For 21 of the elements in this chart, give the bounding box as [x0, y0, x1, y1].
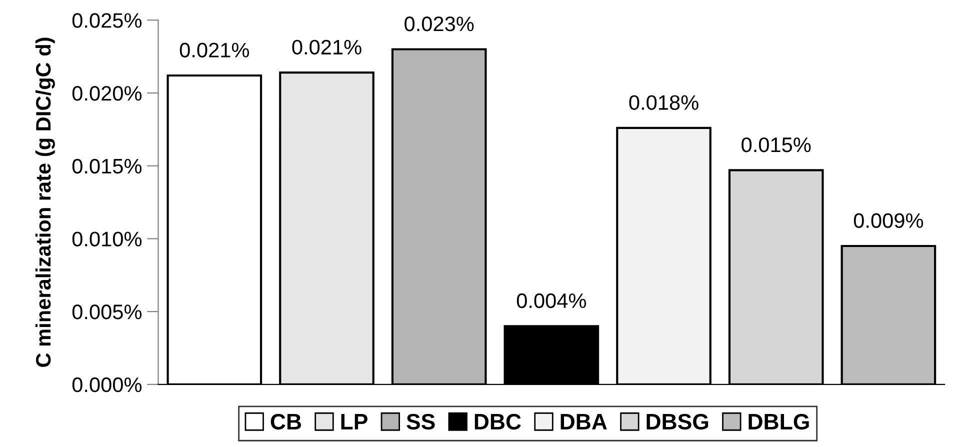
y-axis-title: C mineralization rate (g DIC/gC d) [35, 38, 55, 367]
data-label: 0.015% [742, 137, 811, 152]
y-tick-label: 0.010% [72, 232, 142, 246]
y-tick-label: 0.005% [72, 304, 142, 320]
legend-label: DBSG [646, 414, 708, 430]
data-label: 0.021% [180, 42, 249, 58]
data-label: 0.021% [292, 40, 362, 55]
data-label: 0.009% [854, 213, 924, 228]
data-label: 0.004% [516, 293, 586, 308]
y-tick-label: 0.020% [72, 86, 142, 101]
y-tick-label: 0.025% [72, 13, 142, 28]
y-tick-label: 0.000% [72, 377, 142, 392]
legend-label: DBLG [748, 414, 809, 430]
legend-label: CB [270, 414, 302, 430]
legend-label: DBA [560, 414, 607, 430]
legend-label: LP [341, 414, 368, 430]
legend-label: SS [406, 414, 435, 430]
data-label: 0.018% [629, 95, 698, 110]
legend-label: DBC [474, 414, 521, 430]
data-label: 0.023% [404, 16, 474, 32]
y-tick-label: 0.015% [72, 158, 142, 174]
